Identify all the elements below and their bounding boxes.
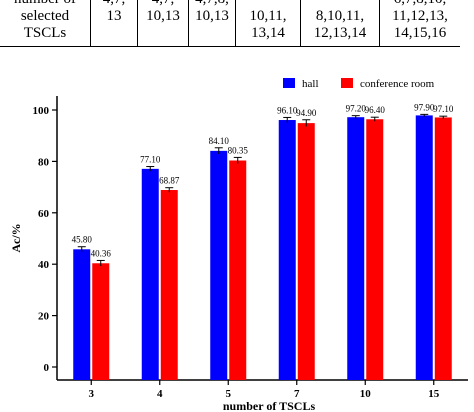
bar <box>278 120 296 380</box>
x-tick-label: 15 <box>428 388 440 400</box>
table-cell: 4,7, 13 <box>90 0 138 47</box>
data-label: 45.80 <box>72 235 93 245</box>
y-tick-label: 0 <box>44 362 50 374</box>
legend-swatch <box>341 78 353 88</box>
cell-line: 6,7,8,10, <box>383 0 457 8</box>
bar <box>415 115 433 380</box>
y-tick-label: 60 <box>38 208 50 220</box>
row-header-line: selected <box>20 8 70 24</box>
x-tick-label: 4 <box>157 388 163 400</box>
x-tick-label: 5 <box>226 388 232 400</box>
y-tick-label: 40 <box>38 259 50 271</box>
data-label: 96.10 <box>277 105 298 115</box>
bar <box>210 150 228 380</box>
cell-line: 10,13 <box>146 8 180 24</box>
x-tick-label: 10 <box>360 388 372 400</box>
data-label: 77.10 <box>140 155 161 165</box>
row-header-line: TSCLs <box>23 25 67 41</box>
x-axis-label: number of TSCLs <box>223 399 316 412</box>
table-cell: 10,11, 13,14 <box>235 0 301 47</box>
bar <box>347 117 365 381</box>
legend-label: hall <box>302 78 319 90</box>
cell-line: 10,13 <box>195 8 229 24</box>
tscl-table: number of selected TSCLs 4,7, 13 4,7, 10… <box>0 0 460 47</box>
cell-line: 4,7, <box>94 0 134 8</box>
row-header-line: number of <box>3 0 87 8</box>
data-label: 96.40 <box>365 105 386 115</box>
chart-axes: 0 20 40 60 80 100 3 4 5 7 10 15 <box>33 96 468 400</box>
legend-label: conference room <box>360 78 435 90</box>
data-label: 94.90 <box>296 108 317 118</box>
chart-legend: hall conference room <box>283 78 435 90</box>
y-axis-label: Ac/% <box>9 223 23 252</box>
table-cell: 8,10,11, 12,13,14 <box>300 0 380 47</box>
y-tick-label: 20 <box>38 311 50 323</box>
table-cell: 4,7,8, 10,13 <box>188 0 236 47</box>
data-label: 80.35 <box>228 145 249 155</box>
cell-line: 8,10,11, <box>315 8 365 24</box>
bar <box>229 160 247 380</box>
legend-swatch <box>283 78 295 88</box>
x-tick-label: 3 <box>89 388 95 400</box>
data-label: 84.10 <box>209 136 230 146</box>
bar <box>366 119 384 380</box>
y-tick-label: 100 <box>33 105 50 117</box>
cell-line: 13 <box>106 8 122 24</box>
x-tick-label: 7 <box>294 388 300 400</box>
bar <box>297 123 315 381</box>
bar <box>141 168 159 380</box>
data-label: 97.10 <box>433 104 454 114</box>
bar <box>73 249 91 380</box>
cell-line: 4,7, <box>141 0 185 8</box>
data-label: 97.20 <box>346 104 367 114</box>
cell-line: 11,12,13, <box>392 8 448 24</box>
bar <box>160 190 178 380</box>
bar <box>92 263 110 380</box>
bar <box>434 117 452 380</box>
cell-line: 14,15,16 <box>393 25 447 41</box>
table-row-header: number of selected TSCLs <box>0 0 91 47</box>
y-tick-label: 80 <box>38 156 50 168</box>
data-label: 68.87 <box>159 176 180 186</box>
data-label: 40.36 <box>91 248 112 258</box>
cell-line: 4,7,8, <box>192 0 232 8</box>
cell-line: 10,11, <box>249 8 287 24</box>
table-cell: 6,7,8,10, 11,12,13, 14,15,16 <box>379 0 460 47</box>
cell-line: 12,13,14 <box>313 25 367 41</box>
cell-line: 13,14 <box>251 25 285 41</box>
data-label: 97.90 <box>414 102 435 112</box>
